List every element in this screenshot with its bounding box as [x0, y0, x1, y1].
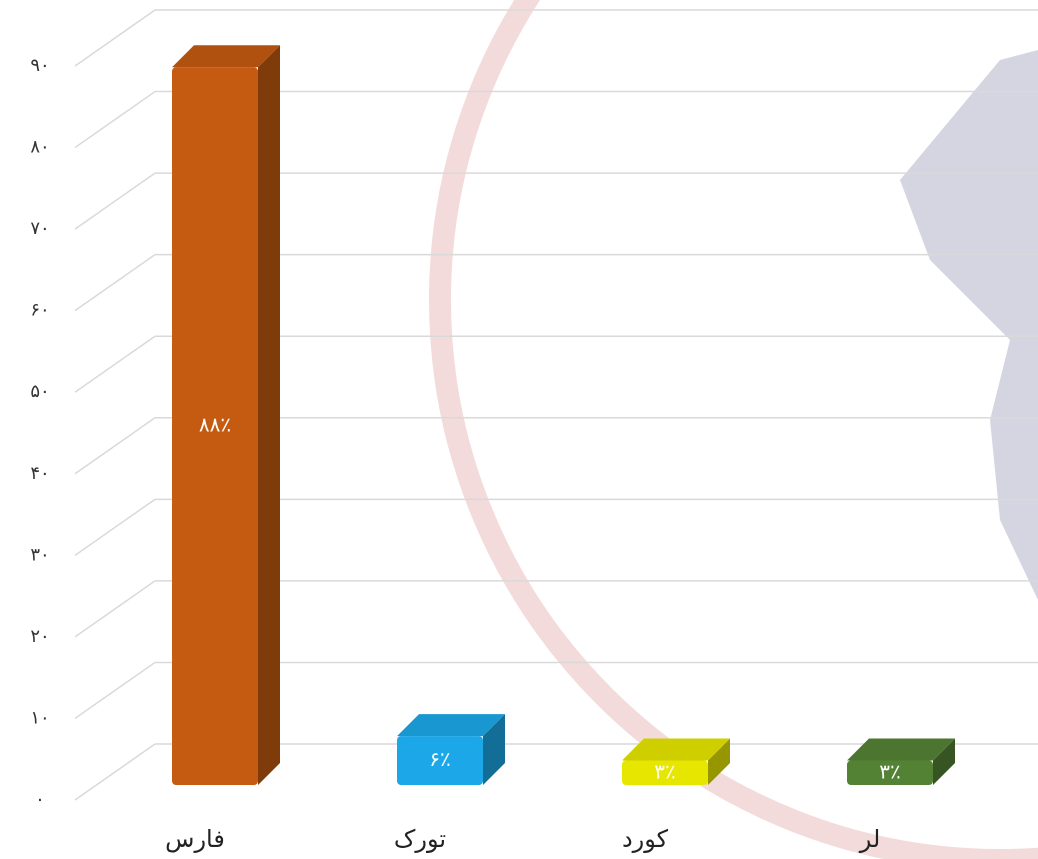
value-label: ۶٪	[429, 747, 450, 771]
bar-side	[708, 738, 730, 785]
y-tick-label: ۹۰	[30, 55, 49, 76]
y-tick-label: ۶۰	[30, 300, 49, 321]
y-tick-label: ۱۰	[30, 707, 49, 728]
bar-front	[172, 67, 258, 786]
y-tick-label: ۰	[35, 789, 45, 810]
bar-top	[622, 738, 730, 761]
grid-line-floor	[74, 743, 156, 801]
bar-side	[258, 45, 280, 786]
value-label: ۸۸٪	[199, 413, 231, 437]
y-tick-label: ۳۰	[30, 544, 49, 565]
x-tick-label: فارس	[165, 825, 225, 853]
value-label: ۳٪	[654, 759, 675, 783]
grid-line-floor	[74, 661, 156, 720]
bar-top	[397, 714, 505, 737]
value-label: ۳٪	[879, 759, 900, 783]
x-tick-label: تورک	[394, 825, 446, 853]
grid-line-floor	[74, 417, 156, 475]
grid-line-floor	[74, 254, 156, 312]
grid-line-floor	[74, 90, 156, 149]
grid-line-floor	[74, 498, 156, 556]
grid-line-floor	[74, 580, 156, 638]
bar-top	[847, 738, 955, 761]
y-tick-label: ۸۰	[30, 137, 49, 158]
y-tick-label: ۵۰	[30, 381, 49, 402]
grid-line-floor	[74, 172, 156, 230]
x-tick-label: لر	[859, 825, 881, 853]
bar-front	[847, 760, 933, 785]
grid-line-floor	[74, 335, 156, 393]
y-tick-label: ۷۰	[30, 218, 49, 239]
y-tick-label: ۴۰	[30, 463, 49, 484]
y-tick-label: ۲۰	[30, 626, 49, 647]
grid-line-floor	[74, 9, 156, 67]
bar-top	[172, 45, 280, 68]
bar-front	[397, 736, 483, 785]
watermark	[429, 0, 1038, 859]
bar-side	[933, 738, 955, 785]
x-tick-label: کورد	[622, 825, 669, 853]
bar-side	[483, 714, 505, 785]
bar-front	[622, 760, 708, 785]
